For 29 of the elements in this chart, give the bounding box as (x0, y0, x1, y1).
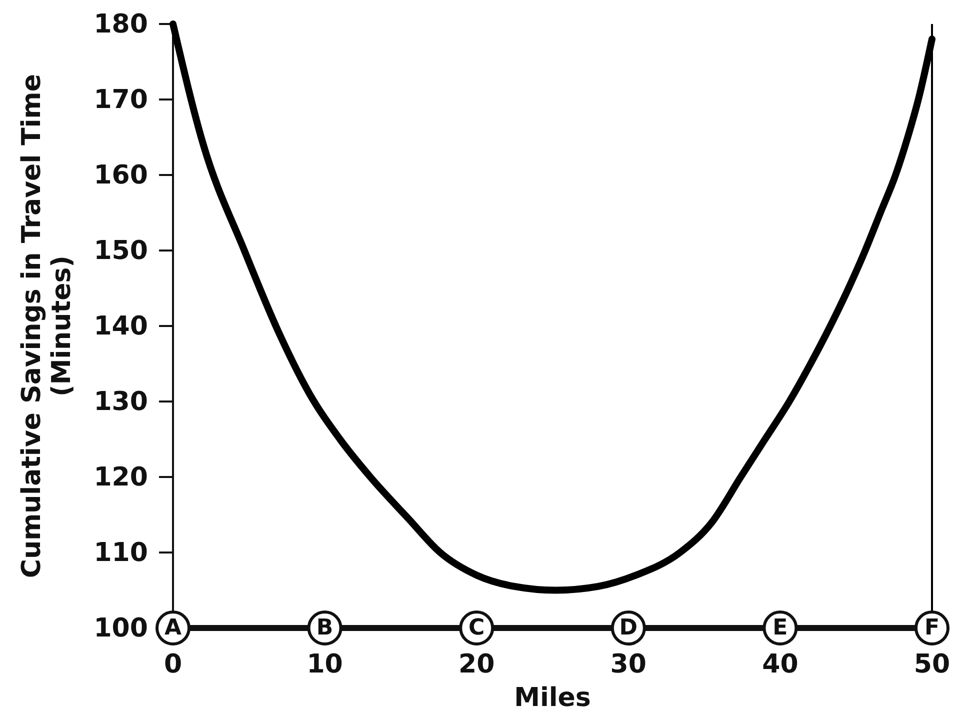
x-tick-label: 20 (458, 650, 495, 680)
circled-letter: E (762, 610, 798, 646)
x-tick-label: 50 (914, 650, 950, 680)
y-axis-title: Cumulative Savings in Travel Time (Minutes) (17, 74, 77, 578)
x-tick-label: 40 (762, 650, 798, 680)
annotation: A (164, 616, 182, 640)
y-tick-label: 160 (94, 160, 148, 190)
annotation: E (772, 616, 788, 640)
y-tick-label: 150 (94, 236, 148, 266)
circled-letter: A (156, 610, 190, 646)
y-tick-label: 100 (94, 613, 148, 644)
circled-letter: D (610, 610, 646, 646)
circled-letter: C (459, 610, 494, 646)
y-tick-label: 170 (94, 84, 148, 115)
y-tick-label: 110 (94, 538, 148, 568)
annotation: C (468, 616, 485, 640)
x-tick-label: 0 (164, 650, 182, 680)
y-tick-label: 130 (94, 386, 148, 417)
x-tick-label: 10 (306, 650, 343, 680)
y-tick-label: 180 (94, 9, 148, 40)
y-tick-label: 140 (94, 311, 148, 342)
x-axis-title: Miles (514, 683, 591, 713)
x-tick-label: 30 (610, 650, 646, 680)
circled-letter: B (307, 610, 342, 646)
y-tick-label: 120 (94, 462, 148, 492)
annotation: B (316, 616, 334, 640)
annotation: D (619, 616, 638, 640)
annotation: F (924, 616, 940, 640)
circled-letter: F (914, 610, 950, 646)
